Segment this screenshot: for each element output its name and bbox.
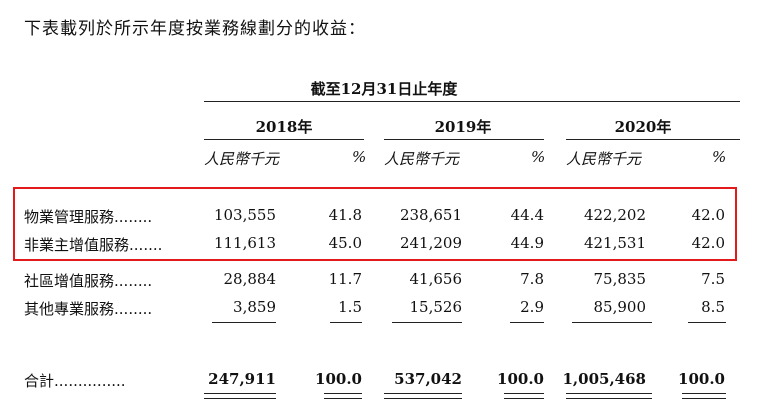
table-cell: 11.7 — [328, 270, 362, 288]
table-cell: 3,859 — [233, 298, 276, 316]
amount-subheader-2019: 人民幣千元 — [384, 150, 460, 168]
table-cell: 7.8 — [520, 270, 544, 288]
year-2018-rule — [204, 139, 364, 140]
table-cell: 42.0 — [691, 234, 725, 252]
table-cell: 41,656 — [409, 270, 463, 288]
year-2019-header: 2019年 — [434, 118, 492, 136]
total-double-rule — [384, 393, 462, 399]
amount-subheader-2018: 人民幣千元 — [204, 150, 280, 168]
row-label: 物業管理服務........ — [24, 208, 153, 226]
table-cell: 7.5 — [701, 270, 725, 288]
table-cell: 75,835 — [593, 270, 647, 288]
table-cell: 238,651 — [399, 206, 462, 224]
table-cell: 41.8 — [328, 206, 362, 224]
subtotal-rule — [330, 322, 362, 323]
table-cell: 241,209 — [399, 234, 462, 252]
year-2020-header: 2020年 — [614, 118, 672, 136]
total-cell: 100.0 — [315, 370, 362, 388]
subtotal-rule — [212, 322, 276, 323]
total-cell: 100.0 — [497, 370, 544, 388]
total-double-rule — [682, 393, 726, 399]
percent-subheader-2018: % — [352, 148, 367, 166]
year-2019-rule — [384, 139, 544, 140]
table-cell: 45.0 — [328, 234, 362, 252]
period-header: 截至12月31日止年度 — [310, 80, 458, 98]
subtotal-rule — [572, 322, 652, 323]
total-double-rule — [324, 393, 362, 399]
table-cell: 15,526 — [409, 298, 463, 316]
table-cell: 111,613 — [213, 234, 276, 252]
amount-subheader-2020: 人民幣千元 — [566, 150, 642, 168]
row-label: 其他專業服務........ — [24, 300, 153, 318]
percent-subheader-2019: % — [531, 148, 546, 166]
table-cell: 2.9 — [520, 298, 544, 316]
table-cell: 42.0 — [691, 206, 725, 224]
year-2020-rule — [566, 139, 740, 140]
total-cell: 537,042 — [394, 370, 462, 388]
percent-subheader-2020: % — [712, 148, 727, 166]
table-cell: 8.5 — [701, 298, 725, 316]
header-rule — [204, 101, 740, 102]
total-cell: 1,005,468 — [562, 370, 646, 388]
year-2018-header: 2018年 — [255, 118, 313, 136]
table-cell: 28,884 — [223, 270, 277, 288]
table-cell: 44.9 — [510, 234, 544, 252]
total-double-rule — [504, 393, 544, 399]
total-double-rule — [204, 393, 276, 399]
intro-text: 下表載列於所示年度按業務線劃分的收益： — [24, 19, 366, 39]
table-cell: 422,202 — [583, 206, 646, 224]
table-cell: 421,531 — [583, 234, 646, 252]
subtotal-rule — [510, 322, 544, 323]
table-cell: 1.5 — [338, 298, 362, 316]
table-cell: 85,900 — [593, 298, 647, 316]
row-label: 非業主增值服務....... — [24, 236, 163, 254]
table-cell: 103,555 — [213, 206, 276, 224]
row-label: 社區增值服務........ — [24, 272, 153, 290]
total-label: 合計............... — [24, 372, 126, 390]
subtotal-rule — [392, 322, 462, 323]
subtotal-rule — [688, 322, 726, 323]
highlight-box — [13, 187, 737, 261]
total-double-rule — [566, 393, 652, 399]
total-cell: 100.0 — [678, 370, 725, 388]
total-cell: 247,911 — [208, 370, 276, 388]
table-cell: 44.4 — [510, 206, 544, 224]
